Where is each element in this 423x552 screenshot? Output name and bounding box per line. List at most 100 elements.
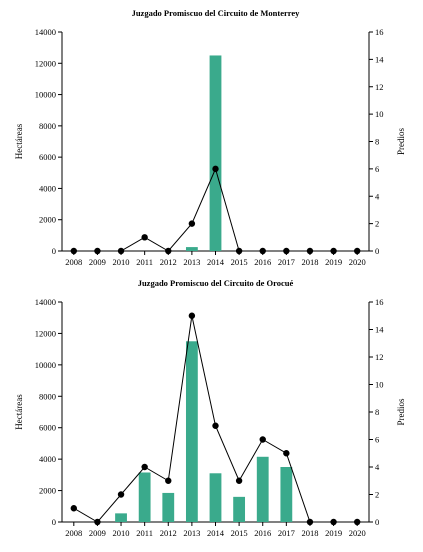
line-point [353,247,361,255]
x-tick-label: 2013 [183,257,200,267]
y-tick-label: 10000 [35,360,56,370]
y2-tick-label: 14 [375,325,384,335]
x-tick-label: 2017 [278,257,295,267]
chart-title: Juzgado Promiscuo del Circuito de Monter… [132,8,301,18]
y-tick-label: 2000 [39,486,56,496]
y-tick-label: 6000 [39,423,56,433]
y-tick-label: 8000 [39,391,56,401]
line-point [141,234,148,241]
x-tick-label: 2016 [254,257,271,267]
y-tick-label: 4000 [39,183,56,193]
x-tick-label: 2018 [301,257,318,267]
line-point [353,518,361,526]
line-point [259,436,266,443]
x-tick-label: 2015 [231,528,248,538]
x-tick-label: 2020 [349,257,366,267]
y2-tick-label: 0 [375,246,379,256]
y-tick-label: 10000 [35,90,56,100]
y-axis-label: Hectáreas [14,394,24,430]
y2-tick-label: 12 [375,82,384,92]
y2-tick-label: 16 [375,297,384,307]
y2-tick-label: 12 [375,352,384,362]
line-point [70,505,78,512]
y-tick-label: 0 [52,517,56,527]
x-tick-label: 2009 [89,257,106,267]
bar [115,513,127,522]
line-point [188,312,196,319]
y2-tick-label: 6 [375,164,379,174]
y-tick-label: 0 [52,246,56,256]
y2-tick-label: 16 [375,27,384,37]
y2-tick-label: 10 [375,380,384,390]
bar [185,247,198,251]
x-tick-label: 2008 [65,257,82,267]
bar [209,473,222,522]
y-tick-label: 4000 [39,454,56,464]
bar [280,467,293,522]
y-tick-label: 14000 [35,27,56,37]
y-tick-label: 8000 [39,121,56,131]
y2-tick-label: 8 [375,137,379,147]
y2-tick-label: 0 [375,517,379,527]
x-tick-label: 2020 [349,528,366,538]
line-point [94,518,101,526]
x-tick-label: 2010 [113,257,130,267]
x-tick-label: 2015 [231,257,248,267]
x-tick-label: 2012 [160,528,177,538]
y2-tick-label: 8 [375,407,379,417]
y-tick-label: 2000 [39,215,56,225]
y-tick-label: 12000 [35,58,56,68]
y2-tick-label: 4 [375,191,380,201]
bar [162,492,175,522]
x-tick-label: 2009 [89,528,106,538]
line-point [94,247,101,255]
line-point [306,247,314,255]
x-tick-label: 2011 [136,257,153,267]
y2-tick-label: 14 [375,54,384,64]
line-point [330,518,337,526]
line-point [283,450,290,457]
y2-axis-label: Predios [396,128,406,155]
y-tick-label: 14000 [35,297,56,307]
y2-tick-label: 10 [375,109,384,119]
line-point [188,220,196,227]
y2-tick-label: 2 [375,490,379,500]
y-axis-label: Hectáreas [14,123,24,159]
x-tick-label: 2012 [160,257,177,267]
line-point [330,247,337,255]
x-tick-label: 2014 [207,528,225,538]
y2-tick-label: 2 [375,219,379,229]
line-point [117,491,125,498]
x-tick-label: 2018 [301,528,318,538]
y-tick-label: 12000 [35,328,56,338]
y-tick-label: 6000 [39,152,56,162]
bar [209,55,222,251]
line-point [212,165,219,173]
x-tick-label: 2008 [65,528,82,538]
x-tick-label: 2019 [325,528,342,538]
line-point [306,518,314,526]
line-point [141,463,148,471]
y2-axis-label: Predios [396,398,406,425]
x-tick-label: 2019 [325,257,342,267]
x-tick-label: 2011 [136,528,153,538]
line-point [117,247,125,255]
x-tick-label: 2010 [113,528,130,538]
line-point [165,477,172,484]
bar [138,472,151,522]
bar [256,456,269,522]
x-tick-label: 2017 [278,528,295,538]
x-tick-label: 2013 [183,528,200,538]
line-point [259,247,266,255]
y2-tick-label: 6 [375,435,379,445]
line-point [235,477,243,484]
bar [233,496,246,522]
line-point [283,247,290,255]
x-tick-label: 2014 [207,257,225,267]
x-tick-label: 2016 [254,528,271,538]
y2-tick-label: 4 [375,462,380,472]
bar [185,341,198,522]
line-point [70,247,78,255]
line-point [235,247,243,255]
